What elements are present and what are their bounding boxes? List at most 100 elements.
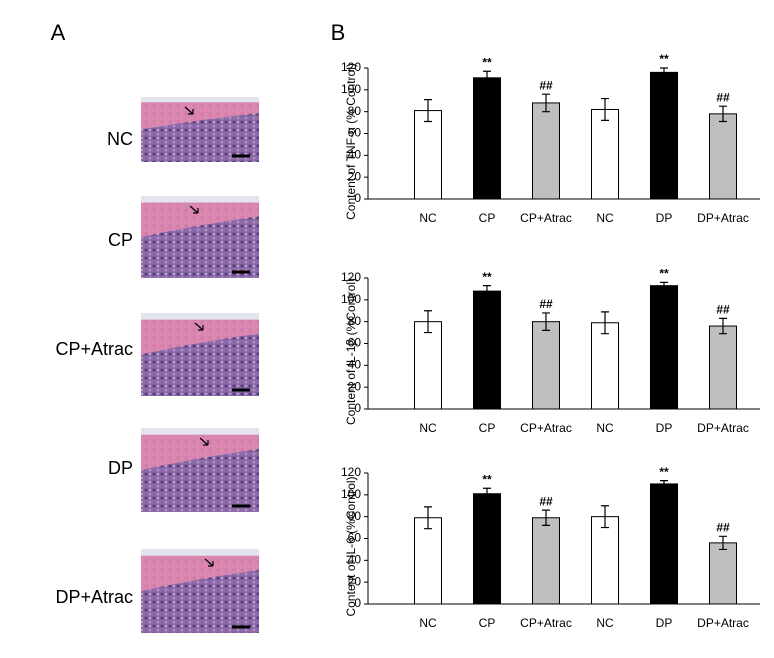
y-tick-label: 60 bbox=[348, 336, 362, 350]
y-tick-label: 40 bbox=[348, 358, 362, 372]
error-bar bbox=[542, 509, 550, 526]
y-tick-label: 120 bbox=[341, 465, 361, 479]
error-bar bbox=[424, 310, 432, 334]
annotation: ## bbox=[716, 303, 730, 317]
x-tick-label: DP+Atrac bbox=[697, 616, 749, 630]
y-tick-label: 0 bbox=[354, 191, 361, 205]
row-label: CP+Atrac bbox=[55, 339, 133, 359]
bar bbox=[532, 517, 560, 605]
bar bbox=[709, 325, 737, 410]
annotation: ## bbox=[539, 494, 553, 508]
y-axis-label: Content of TNF-α (% Control) bbox=[344, 63, 358, 220]
y-axis-label: Content of IL-1β (%Control) bbox=[344, 278, 358, 425]
error-bar bbox=[483, 70, 491, 85]
annotation: ## bbox=[716, 90, 730, 104]
y-tick-label: 60 bbox=[348, 531, 362, 545]
y-tick-label: 60 bbox=[348, 126, 362, 140]
y-tick-label: 120 bbox=[341, 270, 361, 284]
annotation: ## bbox=[539, 78, 553, 92]
row-label: NC bbox=[107, 129, 133, 149]
bar bbox=[532, 102, 560, 200]
error-bar bbox=[719, 317, 727, 335]
tissue-band bbox=[141, 549, 259, 591]
error-bar bbox=[483, 487, 491, 500]
y-tick-label: 40 bbox=[348, 553, 362, 567]
error-bar bbox=[601, 505, 609, 529]
error-bar bbox=[719, 535, 727, 551]
bar bbox=[473, 290, 501, 410]
bar bbox=[473, 77, 501, 200]
x-tick-label: NC bbox=[596, 421, 614, 435]
y-tick-label: 120 bbox=[341, 60, 361, 74]
bar bbox=[414, 517, 442, 605]
x-tick-label: CP+Atrac bbox=[520, 616, 572, 630]
error-bar bbox=[660, 480, 668, 488]
bar bbox=[414, 110, 442, 200]
annotation: ** bbox=[659, 267, 669, 281]
annotation: ** bbox=[482, 270, 492, 284]
y-tick-label: 100 bbox=[341, 82, 361, 96]
y-tick-label: 0 bbox=[354, 401, 361, 415]
y-tick-label: 0 bbox=[354, 596, 361, 610]
tissue-band bbox=[141, 196, 259, 237]
x-tick-label: CP+Atrac bbox=[520, 211, 572, 225]
bar bbox=[650, 483, 678, 605]
bar bbox=[532, 321, 560, 410]
x-tick-label: DP+Atrac bbox=[697, 421, 749, 435]
y-tick-label: 20 bbox=[348, 379, 362, 393]
x-tick-label: NC bbox=[419, 616, 437, 630]
background bbox=[141, 313, 259, 320]
bar bbox=[414, 321, 442, 410]
arrow bbox=[194, 322, 204, 331]
error-bar bbox=[483, 285, 491, 298]
background bbox=[141, 196, 259, 203]
bar bbox=[709, 113, 737, 200]
error-bar bbox=[719, 105, 727, 123]
tissue-band bbox=[141, 313, 259, 355]
bar bbox=[650, 285, 678, 410]
y-tick-label: 80 bbox=[348, 509, 362, 523]
error-bar bbox=[601, 311, 609, 335]
bar bbox=[650, 71, 678, 200]
x-tick-label: DP bbox=[656, 211, 673, 225]
x-tick-label: DP+Atrac bbox=[697, 211, 749, 225]
annotation: ** bbox=[482, 55, 492, 69]
annotation: ** bbox=[482, 472, 492, 486]
y-tick-label: 100 bbox=[341, 487, 361, 501]
y-tick-label: 40 bbox=[348, 148, 362, 162]
arrow bbox=[199, 437, 209, 446]
error-bar bbox=[424, 506, 432, 530]
error-bar bbox=[660, 67, 668, 78]
background bbox=[141, 549, 259, 556]
x-tick-label: CP bbox=[479, 421, 496, 435]
y-tick-label: 20 bbox=[348, 169, 362, 183]
x-tick-label: NC bbox=[419, 211, 437, 225]
x-tick-label: NC bbox=[419, 421, 437, 435]
x-tick-label: DP bbox=[656, 421, 673, 435]
x-tick-label: NC bbox=[596, 211, 614, 225]
error-bar bbox=[542, 312, 550, 331]
background bbox=[141, 97, 259, 103]
tissue-band bbox=[141, 97, 259, 130]
error-bar bbox=[601, 97, 609, 121]
bar bbox=[591, 108, 619, 200]
bar bbox=[591, 322, 619, 410]
y-tick-label: 100 bbox=[341, 292, 361, 306]
panel-label: B bbox=[331, 20, 346, 45]
bar bbox=[709, 542, 737, 605]
bar bbox=[473, 493, 501, 605]
arrow bbox=[184, 106, 194, 115]
y-axis-label: Content of IL-6 (%Control) bbox=[344, 476, 358, 616]
error-bar bbox=[424, 99, 432, 123]
row-label: DP+Atrac bbox=[55, 587, 133, 607]
error-bar bbox=[660, 281, 668, 290]
y-tick-label: 20 bbox=[348, 574, 362, 588]
annotation: ## bbox=[539, 297, 553, 311]
tissue-band bbox=[141, 428, 259, 470]
annotation: ** bbox=[659, 465, 669, 479]
y-tick-label: 80 bbox=[348, 314, 362, 328]
y-tick-label: 80 bbox=[348, 104, 362, 118]
annotation: ## bbox=[716, 520, 730, 534]
x-tick-label: NC bbox=[596, 616, 614, 630]
x-tick-label: CP+Atrac bbox=[520, 421, 572, 435]
